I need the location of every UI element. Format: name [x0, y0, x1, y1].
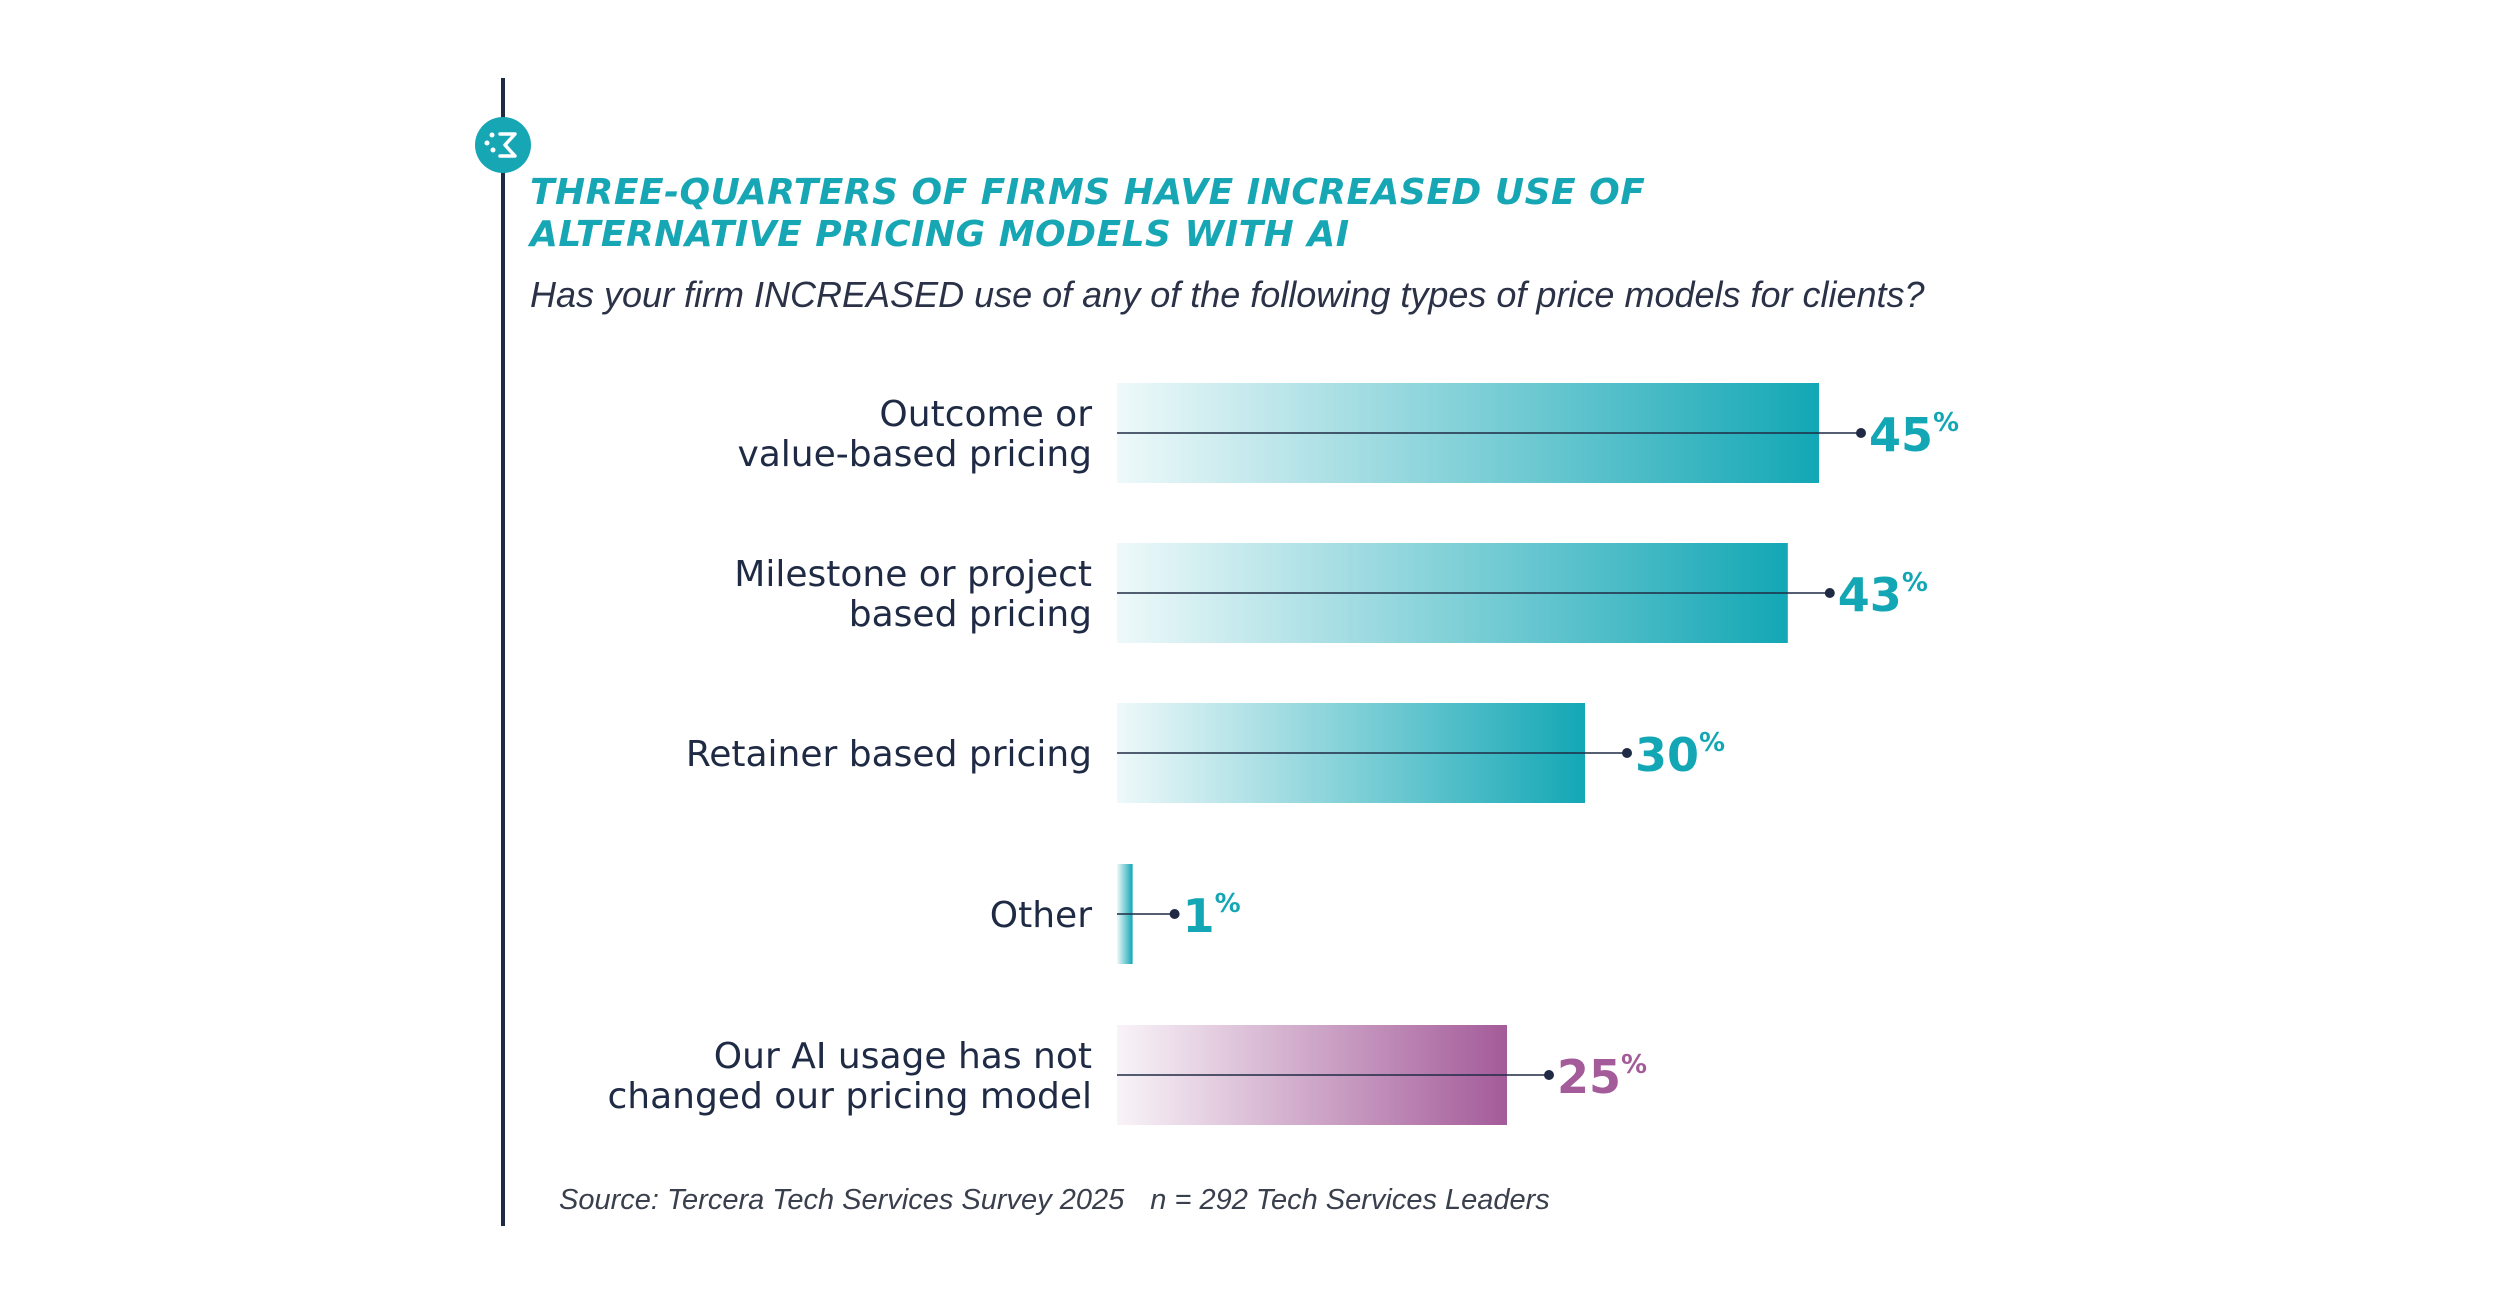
- category-label-line-1-0: Milestone or project: [734, 554, 1092, 595]
- category-label-4: Our AI usage has not changed our pricing …: [607, 1036, 1092, 1117]
- value-unit-4: %: [1621, 1050, 1647, 1080]
- value-label-4: 25%: [1557, 1050, 1647, 1104]
- chart-title-line-1: THREE-QUARTERS OF FIRMS HAVE INCREASED U…: [530, 172, 1646, 213]
- chart-title-line-2: ALTERNATIVE PRICING MODELS WITH AI: [530, 214, 1350, 255]
- value-number-2: 30: [1635, 728, 1699, 782]
- value-number-3: 1: [1183, 889, 1215, 943]
- category-label-3: Other: [990, 895, 1092, 936]
- category-label-line-0-0: Outcome or: [879, 394, 1092, 435]
- category-label-line-1-1: based pricing: [849, 594, 1092, 635]
- category-label-2: Retainer based pricing: [686, 734, 1092, 775]
- value-unit-2: %: [1699, 728, 1725, 758]
- category-label-0: Outcome or value-based pricing: [737, 394, 1092, 475]
- bar-leader-dot-4: [1544, 1070, 1554, 1080]
- value-label-0: 45%: [1869, 408, 1959, 462]
- brand-logo-icon: [475, 117, 531, 173]
- bar-leader-dot-0: [1856, 428, 1866, 438]
- category-label-1: Milestone or project based pricing: [734, 554, 1092, 635]
- bar-leader-dot-1: [1824, 588, 1835, 598]
- sample-size-text: n = 292 Tech Services Leaders: [1150, 1184, 1550, 1216]
- value-number-0: 45: [1869, 408, 1933, 462]
- value-label-1: 43%: [1838, 568, 1928, 622]
- value-label-2: 30%: [1635, 728, 1725, 782]
- value-number-4: 25: [1557, 1050, 1621, 1104]
- value-unit-0: %: [1933, 408, 1959, 438]
- category-label-line-3-0: Other: [990, 895, 1092, 936]
- category-label-line-2-0: Retainer based pricing: [686, 734, 1092, 775]
- vertical-accent-line: [501, 78, 505, 1226]
- chart-title: THREE-QUARTERS OF FIRMS HAVE INCREASED U…: [530, 172, 2230, 256]
- bar-leader-dot-3: [1169, 909, 1180, 919]
- value-label-3: 1%: [1183, 889, 1241, 943]
- bar-leader-dot-2: [1622, 748, 1632, 758]
- source-text: Source: Tercera Tech Services Survey 202…: [559, 1184, 1125, 1216]
- category-label-line-4-0: Our AI usage has not: [714, 1036, 1092, 1077]
- value-number-1: 43: [1838, 568, 1902, 622]
- value-unit-3: %: [1215, 889, 1241, 919]
- chart-source: Source: Tercera Tech Services Survey 202…: [559, 1184, 1959, 1217]
- category-label-line-4-1: changed our pricing model: [607, 1076, 1092, 1117]
- value-unit-1: %: [1902, 568, 1928, 598]
- category-label-line-0-1: value-based pricing: [737, 434, 1092, 475]
- chart-subtitle: Has your firm INCREASED use of any of th…: [530, 274, 1925, 315]
